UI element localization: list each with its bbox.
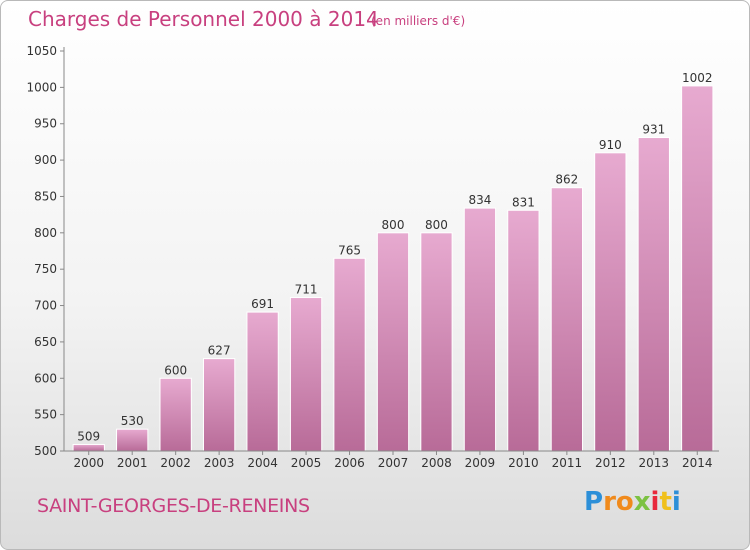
logo-letter: x: [633, 487, 651, 517]
bar: [594, 152, 627, 452]
bar-value-label: 509: [77, 429, 100, 443]
bar: [681, 85, 714, 452]
bar: [159, 377, 192, 452]
y-tick-label: 550: [34, 408, 57, 422]
y-tick-label: 1000: [26, 80, 57, 94]
bar: [246, 311, 279, 452]
y-tick-label: 650: [34, 335, 57, 349]
x-tick-label: 2013: [639, 456, 670, 470]
bar-value-label: 931: [642, 123, 665, 137]
y-axis: 500 550 600 650 700 750 800 850 900 950 1000 1050: [26, 44, 65, 458]
x-tick-label: 2008: [421, 456, 452, 470]
y-tick-label: 1050: [26, 44, 57, 58]
chart-title: Charges de Personnel 2000 à 2014: [28, 7, 379, 31]
x-tick-label: 2006: [334, 456, 365, 470]
bar-chart: 500 550 600 650 700 750 800 850 900 950 1000 1050 5…: [26, 44, 719, 470]
bar: [420, 232, 453, 452]
bar-value-label: 910: [599, 138, 622, 152]
proxiti-logo: Proxiti: [584, 487, 681, 517]
logo-letter: i: [671, 487, 681, 517]
y-tick-label: 700: [34, 299, 57, 313]
bar: [289, 297, 323, 452]
bar-value-label: 862: [555, 173, 578, 187]
bar: [463, 207, 497, 452]
x-tick-label: 2011: [552, 456, 583, 470]
bar-value-label: 627: [208, 344, 231, 358]
bar-value-label: 831: [512, 195, 535, 209]
x-axis: 2000 2001 2002 2003 2004 2005 2006 2007 2008 2009…: [64, 450, 719, 470]
logo-letter: r: [603, 487, 616, 517]
x-tick-label: 2009: [465, 456, 496, 470]
bar: [550, 187, 584, 452]
logo-letter: i: [650, 487, 660, 517]
x-tick-label: 2004: [247, 456, 278, 470]
bar-value-label: 600: [164, 363, 187, 377]
logo-letter: P: [584, 487, 604, 517]
y-tick-label: 800: [34, 226, 57, 240]
bar: [507, 209, 540, 452]
bar: [637, 137, 670, 452]
bar: [116, 428, 149, 452]
y-tick-label: 850: [34, 189, 57, 203]
logo-letter: o: [615, 487, 634, 517]
y-tick-label: 950: [34, 117, 57, 131]
chart-subtitle: (en milliers d'€): [371, 14, 466, 28]
x-tick-label: 2003: [204, 456, 235, 470]
bar: [376, 232, 410, 452]
y-tick-label: 750: [34, 262, 57, 276]
bars: 509 530 600 627 691 711 765 800 800 834 831 862 910 9…: [72, 71, 714, 452]
x-tick-label: 2000: [73, 456, 104, 470]
y-tick-label: 600: [34, 371, 57, 385]
y-tick-label: 900: [34, 153, 57, 167]
x-tick-label: 2012: [595, 456, 626, 470]
bar-value-label: 691: [251, 297, 274, 311]
x-tick-label: 2014: [682, 456, 713, 470]
x-tick-label: 2001: [117, 456, 148, 470]
x-tick-label: 2007: [378, 456, 409, 470]
bar: [202, 358, 236, 452]
bar-value-label: 834: [468, 193, 491, 207]
x-tick-label: 2010: [508, 456, 539, 470]
logo-letter: t: [659, 487, 672, 517]
x-tick-label: 2005: [291, 456, 322, 470]
bar-value-label: 800: [382, 218, 405, 232]
bar-value-label: 711: [295, 283, 318, 297]
bar-value-label: 1002: [682, 71, 713, 85]
commune-name: SAINT-GEORGES-DE-RENEINS: [37, 495, 310, 517]
bar: [72, 443, 105, 452]
bar: [333, 257, 366, 452]
bar-value-label: 765: [338, 243, 361, 257]
bar-value-label: 800: [425, 218, 448, 232]
y-tick-label: 500: [34, 444, 57, 458]
x-tick-label: 2002: [160, 456, 191, 470]
bar-value-label: 530: [121, 414, 144, 428]
